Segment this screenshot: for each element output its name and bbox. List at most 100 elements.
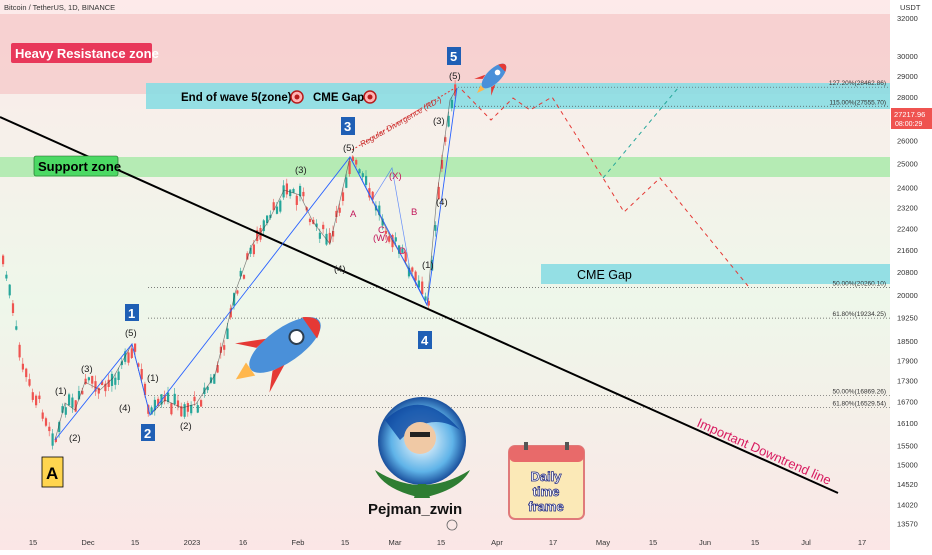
- sub-wave-label: (1): [55, 386, 67, 397]
- candle-body: [368, 188, 371, 198]
- candle-body: [381, 218, 384, 226]
- candle-body: [87, 377, 90, 381]
- y-tick-label: 17300: [897, 377, 918, 386]
- candle-body: [401, 248, 404, 253]
- y-tick-label: 13570: [897, 520, 918, 529]
- candle-body: [143, 383, 147, 396]
- target-icon: [294, 94, 300, 100]
- candle-body: [223, 345, 226, 350]
- candle-body: [38, 395, 41, 400]
- y-tick-label: 17900: [897, 356, 918, 365]
- candle-body: [130, 348, 133, 358]
- candle-body: [440, 159, 444, 169]
- candle-body: [5, 274, 8, 279]
- candle-body: [196, 405, 199, 413]
- calendar-icon: Daily time frame: [508, 442, 585, 520]
- x-tick-label: 15: [437, 538, 445, 547]
- candle-body: [289, 189, 292, 197]
- candle-body: [25, 368, 28, 378]
- candle-body: [454, 84, 457, 96]
- candle-body: [91, 375, 94, 384]
- support-label: Support zone: [38, 159, 121, 174]
- resistance-label: Heavy Resistance zone: [15, 46, 159, 61]
- cme-gap-top-label: CME Gap: [313, 92, 364, 104]
- sub-wave-labels: (1) (2) (3) (4) (5) (1) (2) (3) (4) (5) …: [55, 71, 461, 444]
- wave-2-box: [141, 424, 155, 441]
- y-tick-label: 14020: [897, 500, 918, 509]
- candle-body: [407, 267, 411, 277]
- candle-body: [167, 392, 170, 402]
- candle-body: [226, 328, 229, 339]
- bullish-projection: [602, 87, 679, 179]
- sub-wave-label: D: [399, 246, 406, 257]
- candle-body: [332, 230, 335, 237]
- candle-body: [421, 281, 424, 295]
- target-icon: [367, 94, 373, 100]
- candle-body: [424, 296, 427, 301]
- candle-body: [358, 169, 361, 174]
- candle-body: [68, 394, 71, 406]
- x-tick-label: Jul: [801, 538, 811, 547]
- candle-body: [163, 394, 166, 402]
- sub-wave-label: B: [411, 207, 417, 218]
- candle-body: [21, 363, 24, 370]
- candle-body: [170, 403, 173, 415]
- wave-4-box: [418, 331, 432, 349]
- candle-body: [117, 371, 120, 380]
- calendar-line: Daily: [530, 469, 562, 484]
- sub-wave-label: (4): [436, 197, 448, 208]
- wave-1-label: 1: [128, 306, 135, 321]
- candle-body: [414, 271, 417, 281]
- candle-body: [335, 210, 338, 218]
- sub-wave-label: (2): [180, 421, 192, 432]
- candle-body: [8, 284, 11, 296]
- candle-body: [388, 236, 391, 242]
- fib-level-labels: 127.20%(28462.86) 115.00%(27555.70) 50.00%…: [829, 80, 886, 407]
- candle-body: [18, 344, 21, 358]
- candle-body: [365, 175, 368, 185]
- candle-body: [394, 237, 397, 242]
- candle-body: [328, 232, 331, 243]
- y-tick-label: 26000: [897, 137, 918, 146]
- candle-body: [51, 433, 54, 446]
- candle-body: [74, 400, 77, 412]
- candle-body: [246, 253, 249, 260]
- symbol-title: Bitcoin / TetherUS, 1D, BINANCE: [4, 3, 115, 12]
- candle-body: [31, 392, 34, 400]
- fib-level-label: 61.80%(16529.54): [833, 400, 887, 407]
- candle-body: [229, 308, 232, 318]
- candle-body: [427, 300, 430, 306]
- wave5-zone-label: End of wave 5(zone): [181, 92, 292, 104]
- x-tick-label: 15: [341, 538, 349, 547]
- downtrend-line[interactable]: [0, 116, 839, 494]
- price-badge: [891, 108, 932, 129]
- candle-body: [351, 156, 354, 162]
- candle-body: [206, 386, 209, 391]
- candle-body: [361, 173, 364, 178]
- candle-body: [295, 195, 298, 205]
- sub-wave-label: (3): [295, 165, 307, 176]
- candle-body: [213, 374, 216, 384]
- x-tick-label: Dec: [81, 538, 95, 547]
- y-tick-label: 25000: [897, 160, 918, 169]
- candle-body: [266, 215, 269, 224]
- candle-body: [81, 390, 84, 395]
- y-tick-label: 20000: [897, 291, 918, 300]
- candle-body: [97, 387, 100, 394]
- y-tick-label: 20800: [897, 268, 918, 277]
- candle-body: [41, 412, 44, 419]
- wave-a-box: [41, 456, 64, 488]
- candle-body: [11, 303, 15, 314]
- y-tick-label: 18500: [897, 337, 918, 346]
- wave-a-label: A: [46, 464, 58, 483]
- candle-body: [272, 202, 275, 211]
- candle-body: [101, 381, 104, 386]
- candle-body: [252, 244, 255, 255]
- candle-body: [348, 161, 351, 175]
- y-tick-label: 16700: [897, 397, 918, 406]
- current-price: 27217.96: [894, 110, 925, 119]
- candle-body: [58, 422, 61, 432]
- candle-body: [127, 352, 130, 363]
